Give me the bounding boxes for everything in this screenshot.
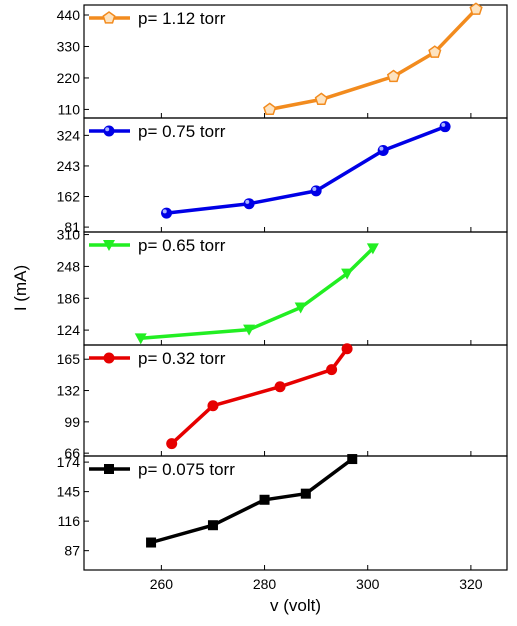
panel-5: 87 116 145 174 p= 0.075 torr (57, 454, 508, 571)
data-point (207, 520, 218, 531)
y-tick-label: 324 (57, 127, 81, 143)
x-tick-label: 280 (253, 576, 277, 592)
legend-marker (104, 464, 114, 474)
y-tick-label: 186 (57, 290, 81, 306)
data-point (377, 144, 389, 156)
data-point (347, 454, 358, 465)
data-point (428, 45, 442, 58)
data-point (263, 102, 277, 116)
data-point (294, 302, 307, 314)
data-point-highlight (441, 122, 446, 127)
legend-label: p= 1.12 torr (138, 9, 226, 28)
data-point (310, 185, 322, 197)
y-tick-label: 116 (58, 513, 81, 529)
legend-marker (103, 240, 115, 251)
data-point-highlight (245, 199, 250, 204)
x-tick-label: 260 (150, 576, 174, 592)
y-tick-label: 162 (57, 189, 81, 205)
y-tick-label: 124 (57, 322, 81, 338)
y-tick-label: 132 (57, 383, 81, 399)
y-tick-label: 174 (57, 454, 81, 470)
data-point (243, 324, 256, 336)
data-point (207, 400, 219, 412)
x-tick-label: 320 (459, 576, 483, 592)
y-tick-label: 220 (57, 70, 81, 86)
legend-label: p= 0.75 torr (138, 122, 226, 141)
panel-2: 81 162 243 324 p= 0.75 torr (57, 117, 508, 235)
data-point-highlight (312, 187, 317, 192)
legend-label: p= 0.32 torr (138, 349, 226, 368)
y-tick-label: 310 (57, 227, 81, 243)
panel-4: 66 99 132 165 p= 0.32 torr (57, 343, 508, 461)
series-line (269, 8, 478, 112)
data-point (386, 69, 401, 83)
data-point (366, 243, 379, 255)
y-tick-label: 110 (58, 101, 81, 117)
data-point (161, 207, 173, 219)
data-point (469, 2, 483, 15)
data-point (314, 92, 328, 106)
y-tick-label: 165 (57, 351, 81, 367)
x-axis-title: v (volt) (270, 596, 321, 615)
data-point (243, 198, 255, 210)
data-point (341, 268, 354, 280)
y-tick-label: 81 (64, 219, 80, 235)
data-point (274, 381, 286, 393)
data-point (341, 343, 353, 355)
legend-label: p= 0.075 torr (138, 460, 235, 479)
y-tick-label: 99 (64, 414, 80, 430)
y-axis-title: I (mA) (11, 265, 30, 311)
data-point (146, 537, 157, 548)
panel-1: 110 220 330 440 p= 1.12 torr (57, 2, 508, 119)
y-tick-label: 87 (64, 543, 80, 559)
y-tick-label: 145 (57, 484, 81, 500)
series-line (140, 247, 375, 341)
legend-marker-highlight (105, 127, 110, 132)
legend-marker (103, 352, 115, 364)
y-tick-label: 66 (64, 445, 80, 461)
legend-marker (103, 125, 115, 137)
data-point (166, 438, 178, 450)
panel-frame (83, 455, 508, 571)
data-point (439, 121, 451, 133)
data-point (300, 488, 311, 499)
y-tick-label: 330 (57, 38, 81, 54)
y-tick-label: 243 (57, 158, 81, 174)
y-tick-label: 440 (57, 7, 81, 23)
y-tick-label: 248 (57, 258, 81, 274)
legend-label: p= 0.65 torr (138, 236, 226, 255)
data-point (134, 333, 147, 345)
data-point-highlight (162, 209, 167, 214)
x-tick-label: 300 (356, 576, 380, 592)
data-point (259, 494, 270, 505)
legend-marker (102, 11, 116, 24)
data-point (326, 364, 338, 376)
data-point-highlight (379, 146, 384, 151)
panel-3: 124 186 248 310 p= 0.65 torr (57, 227, 508, 346)
